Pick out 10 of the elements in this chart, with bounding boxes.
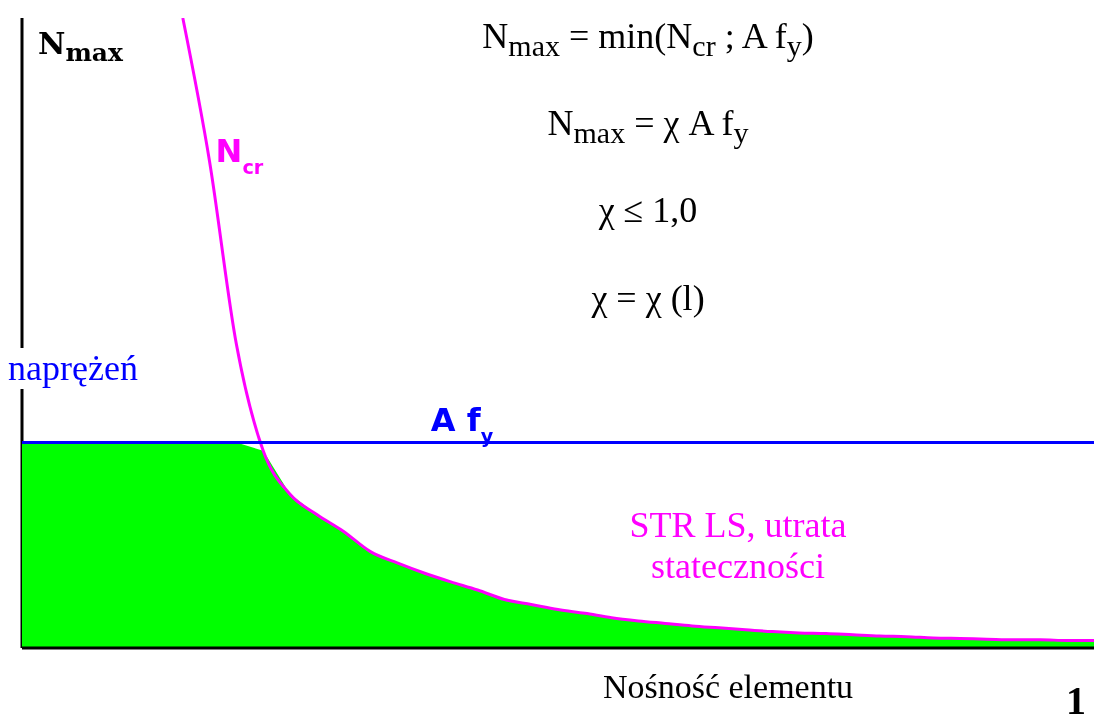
annotation: N$_{max}$ = min(N$_{cr}$ ; A f$_{y}$) [481, 16, 815, 64]
text: 1 [1065, 678, 1087, 721]
y-axis-title: N$_{max}$ [38, 26, 123, 67]
x-axis-title: Nośność elementu [601, 668, 855, 706]
series-label: N$_{cr}$ [215, 131, 264, 179]
annotation: STR LS, utrata stateczności [628, 505, 848, 588]
annotation: χ ≤ 1,0 [597, 190, 699, 232]
annotation: naprężeń [8, 348, 208, 390]
annotation: N$_{max}$ = χ A f$_{y}$ [546, 103, 750, 151]
annotation: χ = χ (l) [590, 278, 706, 320]
